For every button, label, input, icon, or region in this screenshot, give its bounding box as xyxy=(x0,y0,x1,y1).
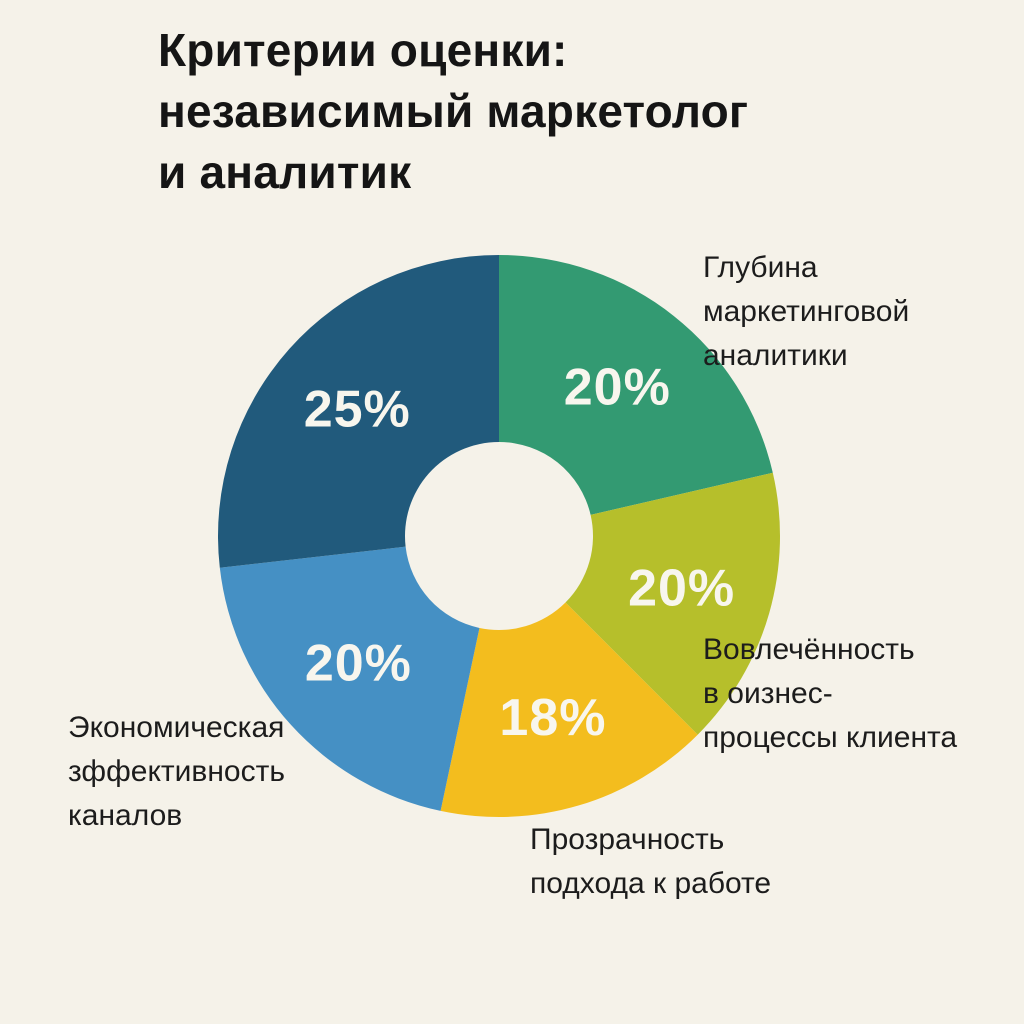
pie-slice-2 xyxy=(440,602,698,818)
slice-callout-label-2: Прозрачность подхода к работе xyxy=(530,823,772,900)
slice-value-label-0: 20% xyxy=(564,358,671,416)
slice-value-label-4: 25% xyxy=(304,380,411,438)
pie-slice-3 xyxy=(219,546,480,811)
pie-slice-4 xyxy=(217,255,499,568)
pie-slice-0 xyxy=(499,255,773,515)
slice-value-label-2: 18% xyxy=(499,689,606,747)
pie-slice-1 xyxy=(565,472,780,735)
page-title: Критерии оценки: независимый маркетолог … xyxy=(158,24,749,198)
slice-callout-label-1: Вовлечённость в оизнес- процессы клиента xyxy=(703,633,958,754)
slice-callout-label-3: Экономическая зффективность каналов xyxy=(68,711,285,832)
slice-value-label-1: 20% xyxy=(628,559,735,617)
slice-value-label-3: 20% xyxy=(305,635,412,693)
slice-callout-label-0: Глубина маркетинговой аналитики xyxy=(703,251,910,372)
